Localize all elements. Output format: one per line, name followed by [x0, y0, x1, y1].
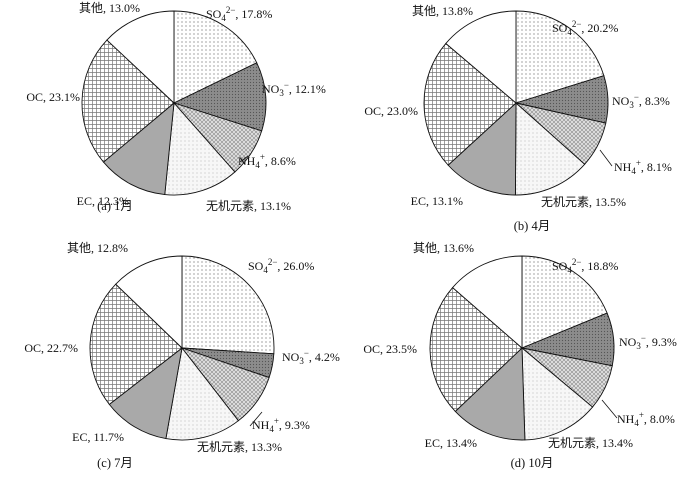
pie-chart-1: SO42−, 17.8% NO3−, 12.1% NH4+, 8.6% 无机元素, 1…: [26, 1, 326, 213]
slice-label-nh4: NH4+, 8.1%: [614, 158, 672, 176]
pie-slice-other: [115, 255, 183, 350]
pie-slice-ec: [102, 101, 175, 196]
pie-slice-oc: [81, 39, 175, 163]
pie-slice-inorganic: [514, 102, 586, 196]
slice-label-other: 其他, 13.0%: [79, 1, 140, 15]
slice-label-oc: OC, 23.5%: [363, 342, 417, 356]
slice-label-other: 其他, 13.8%: [412, 4, 473, 18]
slice-label-inorganic: 无机元素, 13.5%: [541, 195, 626, 209]
pie-slice-so4: [521, 255, 608, 349]
pie-slice-so4: [173, 10, 258, 104]
slice-label-other: 其他, 12.8%: [67, 241, 128, 255]
panel-caption: (b) 4月: [514, 219, 550, 233]
leader-line-nh4: [249, 411, 263, 427]
slice-label-oc: OC, 23.1%: [26, 90, 80, 104]
slice-label-no3: NO3−, 8.3%: [612, 92, 670, 110]
pie-slice-ec: [108, 346, 183, 440]
pie-slice-other: [106, 10, 175, 105]
slice-label-so4: SO42−, 20.2%: [552, 19, 618, 37]
slice-label-inorganic: 无机元素, 13.4%: [548, 436, 633, 450]
pie-slice-so4: [181, 255, 275, 355]
slice-label-ec: EC, 13.1%: [411, 194, 463, 208]
pie-slice-ec: [447, 101, 517, 196]
slice-label-no3: NO3−, 4.2%: [282, 348, 340, 366]
slice-label-nh4: NH4+, 8.0%: [617, 410, 675, 428]
slice-label-no3: NO3−, 9.3%: [619, 333, 677, 351]
pie-slice-other: [451, 255, 523, 349]
slice-label-nh4: NH4+, 8.6%: [238, 152, 296, 170]
slice-label-oc: OC, 23.0%: [364, 104, 418, 118]
panel-caption: (a) 1月: [97, 199, 133, 213]
pie-chart-3: SO42−, 26.0% NO3−, 4.2% NH4+, 9.3% 无机元素, 13…: [24, 241, 340, 470]
slice-label-so4: SO42−, 17.8%: [206, 5, 272, 23]
slice-label-ec: EC, 12.3%: [77, 194, 129, 208]
pie-slice-ec: [454, 346, 526, 441]
pie-slice-oc: [89, 283, 183, 406]
pie-chart-2: SO42−, 20.2% NO3−, 8.3% NH4+, 8.1% 无机元素, 13…: [364, 4, 672, 233]
slice-label-inorganic: 无机元素, 13.3%: [197, 440, 282, 454]
panel-caption: (c) 7月: [97, 456, 133, 470]
pie-slice-other: [445, 10, 517, 104]
pie-slice-inorganic: [165, 346, 240, 441]
pie-slice-oc: [429, 286, 523, 413]
slice-label-so4: SO42−, 18.8%: [552, 257, 618, 275]
slice-label-nh4: NH4+, 9.3%: [252, 416, 310, 434]
slice-label-inorganic: 无机元素, 13.1%: [206, 199, 291, 213]
slice-label-ec: EC, 11.7%: [72, 430, 124, 444]
pie-slice-so4: [515, 10, 605, 104]
leader-line-nh4: [601, 399, 618, 419]
slice-label-oc: OC, 22.7%: [24, 341, 78, 355]
pie-slice-inorganic: [521, 347, 594, 441]
pie-slice-oc: [423, 42, 517, 166]
slice-label-ec: EC, 13.4%: [425, 436, 477, 450]
slice-label-so4: SO42−, 26.0%: [248, 257, 314, 275]
leader-line-nh4: [239, 155, 249, 163]
pie-chart-4: SO42−, 18.8% NO3−, 9.3% NH4+, 8.0% 无机元素, 13…: [363, 241, 677, 470]
slice-label-no3: NO3−, 12.1%: [262, 80, 326, 98]
slice-label-other: 其他, 13.6%: [413, 241, 474, 255]
leader-line-nh4: [599, 149, 613, 167]
panel-caption: (d) 10月: [511, 456, 554, 470]
pie-slice-no3: [172, 62, 267, 132]
pie-slice-inorganic: [164, 101, 236, 196]
